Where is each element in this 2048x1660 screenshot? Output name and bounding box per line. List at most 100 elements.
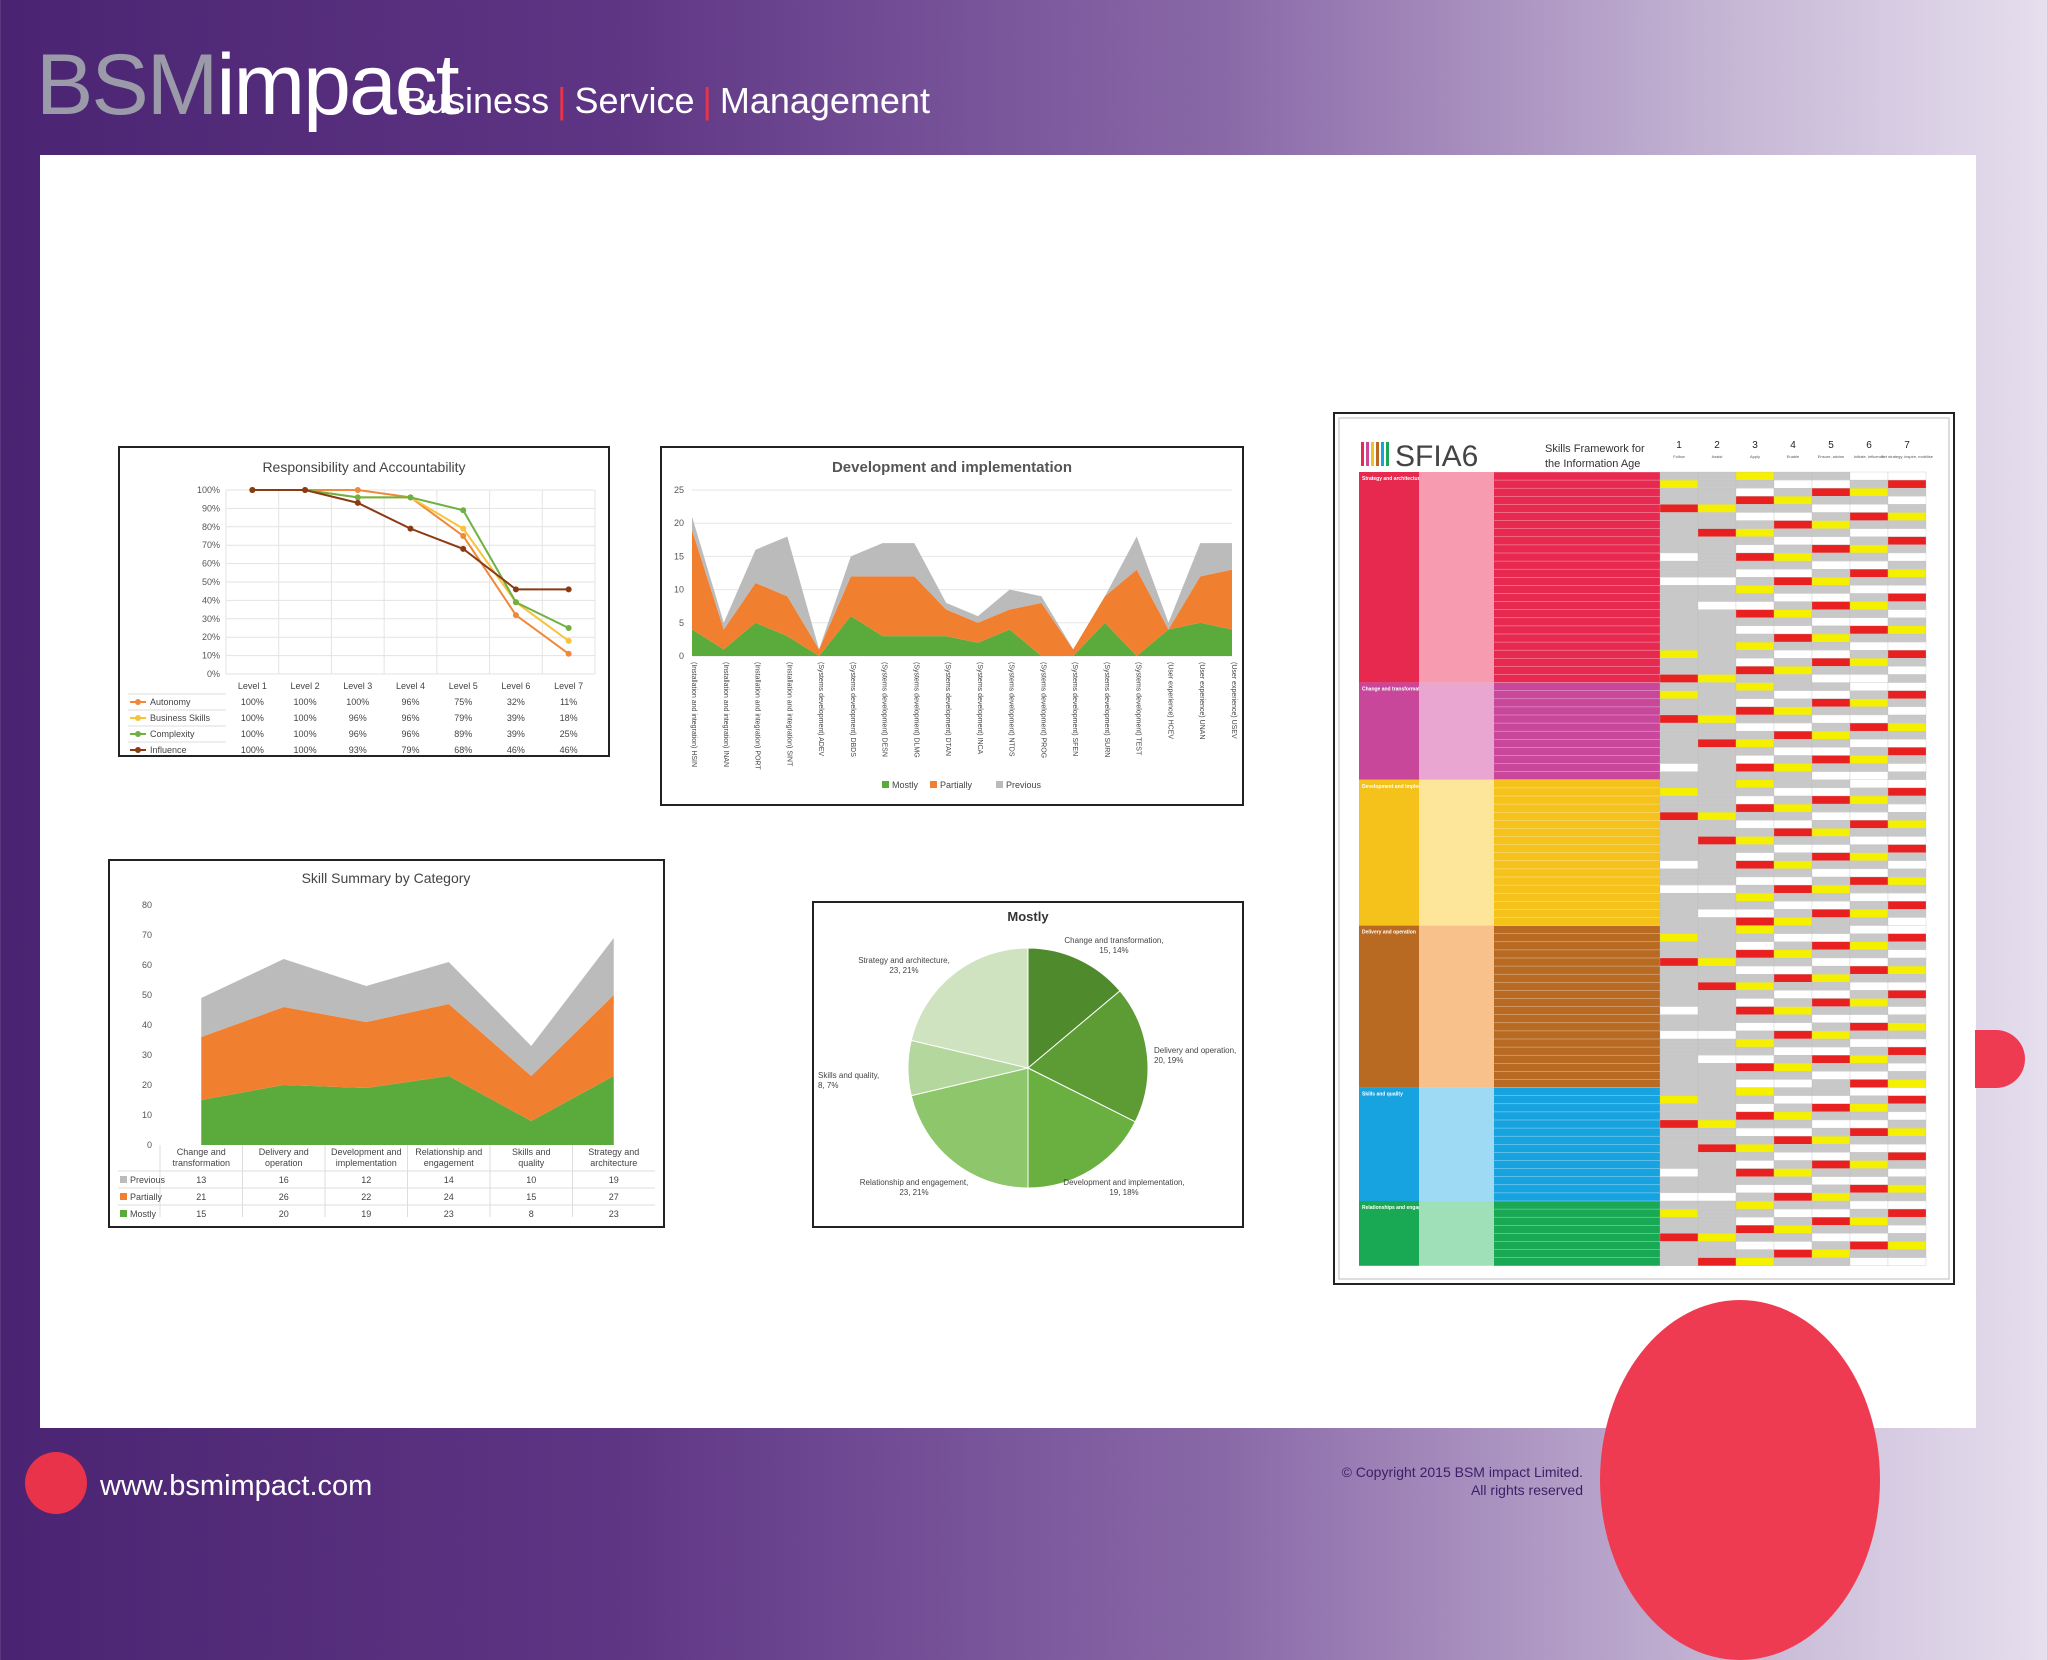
sfia-cell xyxy=(1735,965,1775,975)
x-tick-label: (Installation and integration) INAN xyxy=(722,662,729,767)
sfia-cell xyxy=(1887,893,1927,902)
sfia-cell xyxy=(1773,1071,1813,1080)
sfia-cell xyxy=(1735,1006,1775,1015)
sfia-cell xyxy=(1773,577,1813,586)
sfia-cell xyxy=(1811,1022,1851,1032)
sfia-cell xyxy=(1735,1111,1775,1121)
sfia-cell xyxy=(1697,1006,1737,1015)
bsm-impact-logo[interactable]: BSMimpact xyxy=(36,37,460,133)
sfia-cell xyxy=(1773,812,1813,821)
sfia-cell xyxy=(1659,690,1699,699)
sfia-cell xyxy=(1849,496,1889,505)
data-point-autonomy xyxy=(512,612,519,619)
sfia-cell xyxy=(1811,650,1851,659)
sfia-cell xyxy=(1735,1249,1775,1258)
sfia-cell xyxy=(1849,868,1889,878)
footer-url-link[interactable]: www.bsmimpact.com xyxy=(100,1470,373,1502)
sfia-cell xyxy=(1659,625,1699,635)
pie-label-line2: 15, 14% xyxy=(1099,946,1128,955)
sfia-cell xyxy=(1811,917,1851,926)
sfia-cell xyxy=(1773,1087,1813,1096)
sfia-cell xyxy=(1811,1241,1851,1250)
sfia-cell xyxy=(1735,520,1775,529)
sfia-cell xyxy=(1697,601,1737,610)
sfia-cell xyxy=(1811,706,1851,716)
sfia-cell xyxy=(1849,1233,1889,1242)
sfia-cell xyxy=(1811,755,1851,764)
sfia-cell xyxy=(1811,795,1851,805)
table-cell: 11% xyxy=(560,697,577,707)
sfia-cell xyxy=(1735,512,1775,521)
sfia-cell xyxy=(1659,1249,1699,1258)
x-tick-label-line2: architecture xyxy=(590,1158,637,1168)
sfia-cell xyxy=(1659,1119,1699,1129)
sfia-cell xyxy=(1887,1022,1927,1032)
sfia-cell xyxy=(1773,1022,1813,1032)
sfia-cell xyxy=(1735,1241,1775,1250)
pie-label-line2: 19, 18% xyxy=(1109,1188,1138,1197)
sfia-cell xyxy=(1887,957,1927,967)
sfia-cell xyxy=(1697,1160,1737,1169)
sfia-cell xyxy=(1773,1176,1813,1185)
table-cell: 100% xyxy=(346,697,369,707)
sfia-cell xyxy=(1735,601,1775,610)
sfia-category-relationships-and-engagement xyxy=(1359,1201,1419,1266)
sfia-cell xyxy=(1659,884,1699,894)
sfia-cell xyxy=(1773,909,1813,918)
table-cell: 12 xyxy=(361,1175,371,1185)
sfia-cell xyxy=(1811,909,1851,918)
x-tick-label: (Installation and integration) SINT xyxy=(785,662,792,767)
sfia-cell xyxy=(1659,633,1699,643)
sfia-cell xyxy=(1735,990,1775,999)
sfia-level-number: 5 xyxy=(1828,440,1834,451)
sfia-cell xyxy=(1659,601,1699,610)
sfia-cell xyxy=(1773,925,1813,934)
sfia-cell xyxy=(1697,836,1737,845)
pie-label-line1: Change and transformation, xyxy=(1064,936,1163,945)
sfia-cell xyxy=(1735,1071,1775,1080)
sfia-cell xyxy=(1887,682,1927,691)
sfia-cell xyxy=(1887,941,1927,951)
x-tick-label-line2: operation xyxy=(265,1158,303,1168)
sfia-cell xyxy=(1887,1087,1927,1096)
skill-summary-chart-panel: Skill Summary by Category 0 10 20 30 40 50 60 70… xyxy=(108,859,665,1228)
sfia-cell xyxy=(1735,496,1775,505)
sfia-cell xyxy=(1697,1136,1737,1145)
sfia-cell xyxy=(1811,1014,1851,1023)
sfia-category-strategy-and-architecture xyxy=(1359,472,1419,683)
sfia-cell xyxy=(1773,982,1813,991)
sfia-cell xyxy=(1773,479,1813,489)
sfia-cell xyxy=(1659,1184,1699,1194)
sfia-cell xyxy=(1849,1225,1889,1234)
sfia-cell xyxy=(1697,965,1737,975)
sfia-cell xyxy=(1659,868,1699,878)
sfia-cell xyxy=(1773,884,1813,894)
sfia-cell xyxy=(1811,690,1851,699)
pie-label-line2: 20, 19% xyxy=(1154,1056,1183,1065)
sfia-cell xyxy=(1659,982,1699,991)
sfia-cell xyxy=(1811,1055,1851,1064)
sfia-cell xyxy=(1659,682,1699,691)
sfia-cell xyxy=(1811,998,1851,1007)
sfia-category-label: Development and implementation xyxy=(1362,784,1442,790)
x-tick-label-line2: implementation xyxy=(336,1158,397,1168)
chart-title: Responsibility and Accountability xyxy=(262,459,465,475)
y-tick-label: 15 xyxy=(674,551,684,561)
sfia-cell xyxy=(1735,1176,1775,1185)
sfia-cell xyxy=(1773,690,1813,699)
sfia-cell xyxy=(1659,658,1699,667)
sfia-cell xyxy=(1735,1063,1775,1072)
sfia-cell xyxy=(1697,731,1737,740)
sfia-cell xyxy=(1849,771,1889,780)
sfia-cell xyxy=(1735,844,1775,853)
sfia-cell xyxy=(1735,625,1775,635)
sfia-cell xyxy=(1773,739,1813,748)
x-tick-label: (Systems development) ADEV xyxy=(817,662,824,756)
sfia-cell xyxy=(1887,617,1927,627)
sfia-logo-bar xyxy=(1361,442,1364,466)
sfia-cell xyxy=(1659,1200,1699,1210)
sfia-cell xyxy=(1735,731,1775,740)
sfia-subcategory-block xyxy=(1419,925,1494,1088)
sfia-cell xyxy=(1735,747,1775,756)
sfia-logo-bar xyxy=(1366,442,1369,466)
